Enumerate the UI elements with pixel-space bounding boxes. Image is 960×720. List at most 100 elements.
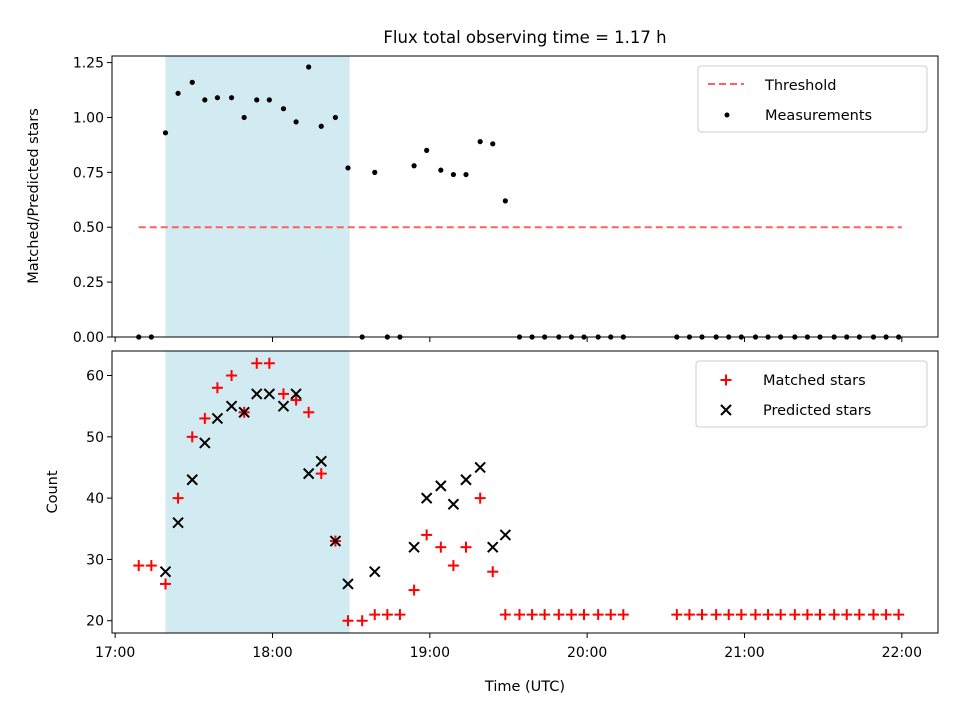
matched-star-point	[749, 609, 761, 621]
matched-stars-marker	[720, 374, 732, 386]
predicted-star-point	[499, 529, 512, 541]
matched-star-point	[853, 609, 865, 621]
matched-star-point	[696, 609, 708, 621]
predicted-stars-points	[159, 388, 512, 590]
predicted-star-point	[329, 535, 342, 547]
matched-star-point	[145, 560, 157, 572]
top-x-ticks	[114, 337, 903, 342]
y-tick-label: 40	[86, 491, 104, 507]
matched-star-point	[460, 541, 472, 553]
predicted-star-point	[369, 565, 381, 578]
y-tick-label: 50	[86, 430, 104, 446]
predicted-star-point	[251, 388, 263, 400]
predicted-star-point	[238, 406, 250, 419]
predicted-star-point	[315, 455, 327, 468]
matched-star-point	[841, 609, 853, 621]
chart-title: Flux total observing time = 1.17 h	[383, 28, 666, 47]
predicted-star-point	[447, 498, 460, 510]
predicted-star-point	[487, 541, 499, 553]
matched-star-point	[499, 609, 511, 621]
x-tick-label: 22:00	[882, 645, 922, 661]
measurement-point	[214, 95, 221, 101]
matched-star-point	[381, 609, 393, 621]
predicted-star-point	[420, 492, 433, 504]
measurement-point	[254, 97, 260, 103]
matched-star-point	[186, 431, 198, 443]
matched-star-point	[303, 406, 315, 418]
matched-star-point	[683, 609, 695, 621]
matched-star-point	[617, 609, 629, 621]
matched-star-point	[605, 609, 617, 621]
y-tick-label: 60	[86, 369, 104, 385]
bottom-legend-box	[695, 360, 928, 428]
predicted-star-point	[225, 400, 238, 412]
predicted-star-point	[290, 388, 302, 400]
matched-stars-points	[133, 357, 905, 627]
matched-star-point	[553, 609, 565, 621]
predicted-stars-legend-label: Predicted stars	[763, 403, 871, 419]
matched-star-point	[226, 370, 238, 382]
y-tick-label: 20	[86, 614, 104, 630]
matched-star-point	[539, 609, 551, 621]
y-tick-label: 0.75	[73, 165, 104, 181]
measurements-legend-swatch	[724, 112, 730, 118]
top-y-ticks: 0.00 0.25 0.50 0.75 1.00 1.25	[73, 56, 112, 346]
predicted-star-point	[211, 412, 224, 425]
y-tick-label: 1.25	[73, 56, 104, 72]
y-tick-label: 0.25	[73, 275, 104, 291]
measurement-point	[280, 106, 287, 112]
matched-star-point	[867, 609, 879, 621]
matched-star-point	[762, 609, 774, 621]
matched-star-point	[290, 394, 302, 406]
predicted-star-point	[277, 400, 290, 412]
bottom-y-ticks: 20 30 40 50 60	[86, 369, 112, 630]
y-tick-label: 30	[86, 552, 104, 568]
y-tick-label: 0.50	[73, 220, 104, 236]
matched-star-point	[723, 609, 735, 621]
matched-star-point	[447, 560, 459, 572]
bottom-x-ticks: 17:00 18:00 19:00 20:00 21:00 22:00	[95, 633, 922, 661]
x-tick-label: 20:00	[567, 645, 607, 661]
predicted-star-point	[199, 437, 211, 449]
matched-star-point	[513, 609, 525, 621]
top-plot-frame	[111, 55, 939, 338]
matched-star-point	[565, 609, 577, 621]
matched-star-point	[211, 382, 223, 394]
matched-star-point	[172, 492, 184, 504]
predicted-star-point	[263, 388, 276, 400]
bottom-highlight-span	[165, 351, 350, 633]
measurement-point	[175, 90, 181, 96]
matched-star-point	[159, 578, 171, 590]
x-tick-label: 21:00	[724, 645, 764, 661]
x-tick-label: 19:00	[410, 645, 450, 661]
top-highlight-span	[165, 56, 350, 337]
matched-stars-legend-swatch	[720, 374, 732, 386]
matched-star-point	[775, 609, 787, 621]
matched-star-point	[394, 609, 406, 621]
matched-star-point	[435, 541, 447, 553]
measurement-point	[490, 141, 496, 147]
measurement-point	[477, 139, 483, 145]
measurement-point	[332, 114, 339, 121]
predicted-star-point	[408, 541, 420, 553]
predicted-star-point	[342, 578, 354, 590]
matched-star-point	[342, 615, 354, 627]
bottom-plot-frame	[111, 350, 939, 634]
matched-star-point	[356, 615, 368, 627]
measurement-point	[463, 171, 469, 178]
x-tick-label: 18:00	[252, 645, 292, 661]
matched-star-point	[251, 357, 263, 369]
measurement-point	[228, 95, 235, 101]
matched-stars-legend-label: Matched stars	[763, 373, 866, 389]
top-panel: 0.00 0.25 0.50 0.75 1.00 1.25 Matched/Predict…	[26, 55, 939, 346]
threshold-legend-label: Threshold	[764, 78, 836, 94]
matched-star-point	[880, 609, 892, 621]
matched-star-point	[814, 609, 826, 621]
matched-star-point	[487, 566, 499, 578]
matched-star-point	[421, 529, 433, 541]
matched-star-point	[828, 609, 840, 621]
bottom-legend: Matched stars Predicted stars	[695, 360, 928, 428]
measurement-point	[189, 79, 195, 85]
matched-star-point	[315, 468, 327, 480]
